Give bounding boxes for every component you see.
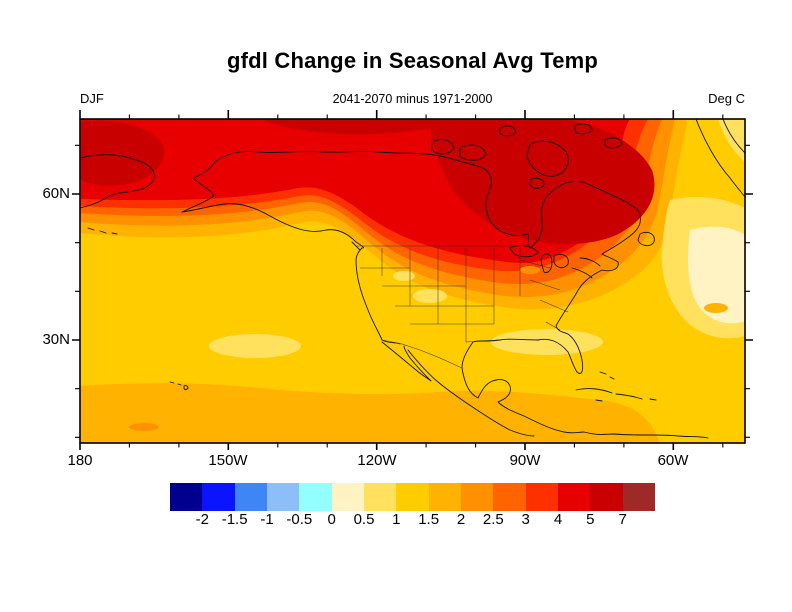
colorbar-swatch-1 bbox=[202, 483, 235, 511]
colorbar-swatch-14 bbox=[622, 483, 655, 511]
colorbar-swatch-3 bbox=[266, 483, 300, 511]
colorbar-label-4: 4 bbox=[553, 511, 563, 528]
contour-fill-layers bbox=[80, 119, 745, 443]
y-tick-label-30n: 30N bbox=[42, 331, 70, 348]
colorbar-swatch-13 bbox=[590, 483, 623, 511]
plot-border bbox=[79, 118, 746, 444]
colorbar-swatch-9 bbox=[460, 483, 494, 511]
state-borders bbox=[357, 245, 569, 369]
colorbar-label--0.5: -0.5 bbox=[286, 511, 313, 528]
x-tick-label-60w: 60W bbox=[657, 452, 689, 469]
colorbar-swatch-12 bbox=[557, 483, 591, 511]
x-tick-label-180: 180 bbox=[67, 452, 93, 469]
colorbar-swatch-10 bbox=[493, 483, 526, 511]
colorbar-label--1: -1 bbox=[260, 511, 274, 528]
coastlines bbox=[80, 119, 745, 439]
x-tick-label-90w: 90W bbox=[509, 452, 541, 469]
colorbar bbox=[170, 483, 655, 511]
colorbar-label-1.5: 1.5 bbox=[418, 511, 440, 528]
colorbar-swatch-0 bbox=[170, 483, 203, 511]
colorbar-swatch-4 bbox=[299, 483, 332, 511]
y-tick-label-60n: 60N bbox=[42, 185, 70, 202]
colorbar-swatch-11 bbox=[525, 483, 558, 511]
colorbar-label-0: 0 bbox=[327, 511, 336, 528]
colorbar-labels: -2 -1.5 -1 -0.5 0 0.5 1 1.5 2 2.5 3 4 5 7 bbox=[170, 511, 655, 529]
axis-ticks bbox=[72, 110, 753, 450]
colorbar-swatch-8 bbox=[428, 483, 461, 511]
colorbar-label--2: -2 bbox=[195, 511, 209, 528]
colorbar-label-5: 5 bbox=[586, 511, 595, 528]
colorbar-label-2: 2 bbox=[456, 511, 466, 528]
x-tick-label-120w: 120W bbox=[357, 452, 397, 469]
colorbar-label-7: 7 bbox=[618, 511, 627, 528]
contour-map bbox=[72, 110, 753, 450]
season-label: DJF bbox=[80, 91, 104, 106]
units-label: Deg C bbox=[708, 91, 745, 106]
colorbar-label-2.5: 2.5 bbox=[482, 511, 504, 528]
chart-subtitle: 2041-2070 minus 1971-2000 bbox=[332, 92, 493, 106]
colorbar-swatch-6 bbox=[363, 483, 397, 511]
colorbar-label-0.5: 0.5 bbox=[353, 511, 375, 528]
colorbar-label-3: 3 bbox=[521, 511, 530, 528]
colorbar-swatch-5 bbox=[331, 483, 364, 511]
x-tick-label-150w: 150W bbox=[208, 452, 248, 469]
colorbar-label--1.5: -1.5 bbox=[221, 511, 248, 528]
chart-title: gfdl Change in Seasonal Avg Temp bbox=[226, 48, 599, 73]
colorbar-swatch-2 bbox=[234, 483, 267, 511]
colorbar-label-1: 1 bbox=[392, 511, 401, 528]
colorbar-swatch-7 bbox=[396, 483, 429, 511]
